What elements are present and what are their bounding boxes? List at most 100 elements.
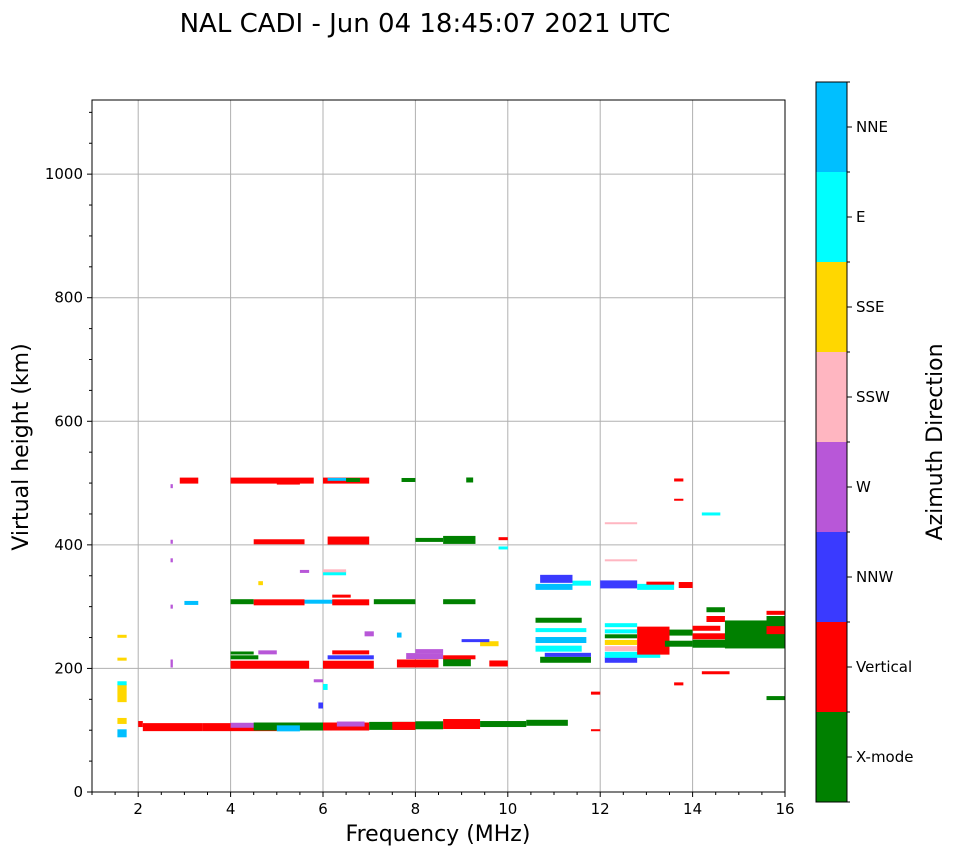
colorbar-swatch	[816, 442, 847, 532]
echo-mark	[590, 691, 601, 695]
echo-mark	[604, 646, 638, 652]
y-tick-label: 400	[54, 536, 83, 554]
echo-mark	[327, 655, 374, 660]
x-tick-label: 4	[226, 800, 236, 818]
echo-mark	[230, 655, 259, 660]
echo-mark	[443, 719, 481, 730]
echo-mark	[253, 539, 305, 545]
echo-mark	[674, 498, 684, 501]
colorbar-tick-label: SSE	[856, 298, 885, 316]
echo-mark	[701, 671, 730, 675]
y-tick-label: 600	[54, 412, 83, 430]
y-axis-ticks: 0 200 400 600 800 1000	[45, 111, 92, 801]
echo-mark	[323, 683, 328, 690]
echo-mark	[117, 681, 127, 686]
echo-mark	[443, 655, 476, 660]
echo-mark	[299, 569, 310, 573]
echo-mark	[489, 660, 508, 667]
echo-mark	[230, 651, 254, 655]
x-tick-label: 6	[318, 800, 328, 818]
echo-mark	[184, 600, 199, 605]
echo-mark	[170, 484, 173, 489]
echo-mark	[230, 722, 268, 728]
x-tick-label: 16	[775, 800, 794, 818]
echo-mark	[443, 535, 476, 544]
y-tick-label: 0	[73, 783, 83, 801]
echo-mark	[346, 477, 360, 482]
echo-mark	[332, 650, 370, 655]
colorbar-swatch	[816, 532, 847, 622]
echo-mark	[701, 512, 721, 516]
y-tick-label: 800	[54, 289, 83, 307]
y-axis-label: Virtual height (km)	[9, 343, 34, 550]
echo-mark	[674, 682, 684, 686]
echo-mark	[706, 607, 725, 613]
echo-mark	[443, 658, 471, 667]
colorbar-swatch	[816, 262, 847, 352]
echo-mark	[373, 599, 416, 605]
echo-mark	[498, 546, 508, 550]
echo-mark	[117, 684, 127, 703]
echo-mark	[318, 702, 323, 709]
echo-mark	[766, 610, 785, 615]
echo-mark	[258, 581, 263, 586]
echo-mark	[117, 634, 127, 638]
echo-mark	[364, 631, 374, 637]
colorbar: X-mode Vertical NNW W SSW SSE E NNE	[815, 81, 913, 803]
echo-mark	[170, 558, 173, 563]
echo-mark	[706, 616, 725, 622]
echo-mark	[230, 660, 310, 669]
echo-mark	[396, 632, 402, 638]
echo-mark	[766, 696, 785, 701]
echo-mark	[258, 650, 277, 655]
echo-mark	[276, 725, 300, 732]
echo-mark	[724, 620, 785, 649]
echo-mark	[392, 721, 416, 730]
colorbar-swatch	[816, 82, 847, 172]
echo-mark	[142, 723, 203, 732]
x-tick-label: 10	[498, 800, 517, 818]
plot-frame	[91, 99, 786, 793]
echo-mark	[117, 657, 127, 661]
echo-mark	[535, 628, 587, 633]
echo-mark	[332, 594, 351, 598]
echo-mark	[466, 477, 474, 483]
echo-mark	[637, 583, 675, 590]
echo-mark	[674, 478, 684, 482]
echo-mark	[498, 537, 508, 541]
echo-mark	[535, 583, 573, 590]
echo-traces	[117, 477, 785, 738]
echo-mark	[276, 481, 300, 485]
colorbar-frame	[815, 81, 848, 803]
echo-mark	[535, 645, 582, 652]
echo-mark	[646, 581, 675, 585]
y-tick-label: 200	[54, 659, 83, 677]
y-tick-label: 1000	[45, 165, 83, 183]
chart-title: NAL CADI - Jun 04 18:45:07 2021 UTC	[180, 9, 671, 39]
echo-mark	[692, 633, 730, 640]
echo-mark	[604, 623, 638, 628]
echo-mark	[540, 574, 573, 583]
echo-mark	[323, 571, 347, 576]
colorbar-tick-label: E	[856, 208, 865, 226]
echo-mark	[170, 539, 173, 544]
x-tick-label: 8	[411, 800, 421, 818]
echo-mark	[327, 536, 370, 545]
x-axis-ticks: 2 4 6 8 10 12 14 16	[91, 792, 795, 818]
colorbar-swatch	[816, 622, 847, 712]
echo-mark	[415, 537, 444, 542]
echo-mark	[604, 634, 638, 639]
echo-mark	[461, 639, 490, 643]
echo-mark	[600, 580, 638, 589]
colorbar-tick-label: SSW	[856, 388, 890, 406]
echo-mark	[678, 582, 693, 589]
echo-mark	[664, 640, 693, 647]
echo-mark	[766, 616, 785, 622]
echo-mark	[313, 679, 323, 683]
echo-mark	[138, 721, 143, 728]
echo-mark	[604, 559, 638, 562]
echo-mark	[406, 653, 444, 660]
echo-mark	[336, 721, 365, 727]
echo-mark	[304, 599, 337, 604]
